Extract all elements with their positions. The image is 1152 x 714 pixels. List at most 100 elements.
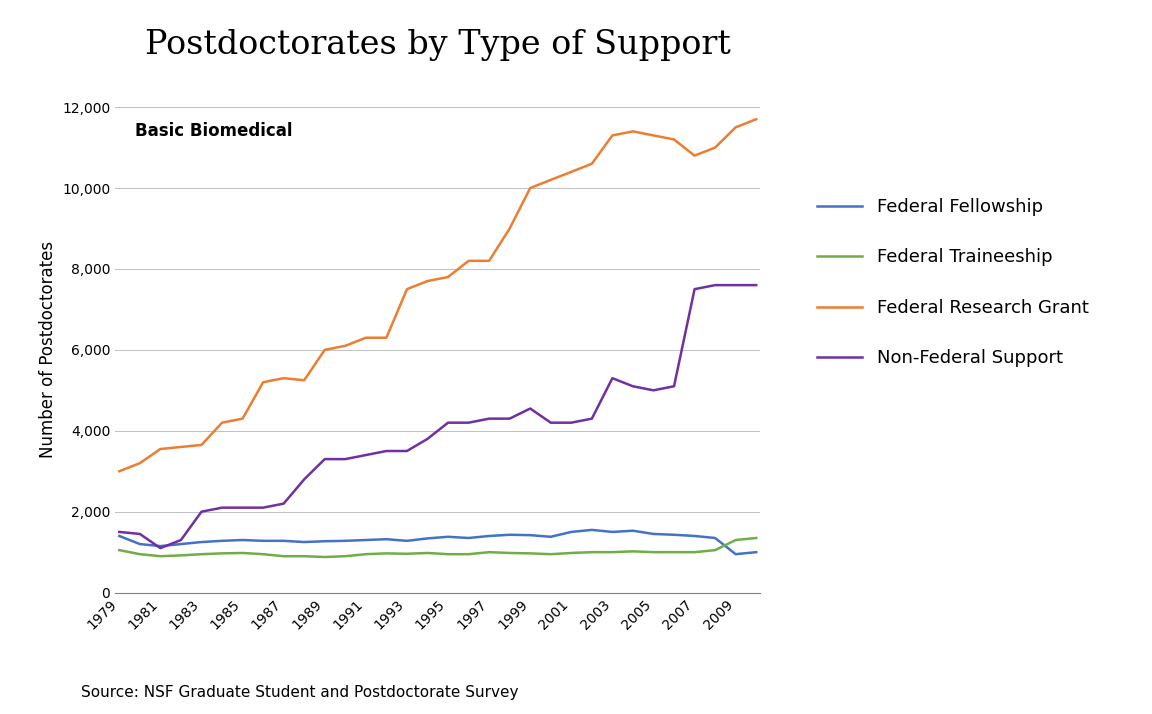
Federal Research Grant xyxy=(174,443,188,451)
Federal Traineeship xyxy=(379,549,393,558)
Federal Fellowship xyxy=(113,532,127,540)
Non-Federal Support xyxy=(564,418,578,427)
Federal Fellowship xyxy=(688,532,702,540)
Non-Federal Support xyxy=(132,530,146,538)
Non-Federal Support xyxy=(729,281,743,289)
Non-Federal Support xyxy=(379,447,393,456)
Federal Research Grant xyxy=(400,285,414,293)
Federal Traineeship xyxy=(462,550,476,558)
Federal Traineeship xyxy=(297,552,311,560)
Non-Federal Support xyxy=(626,382,639,391)
Federal Traineeship xyxy=(276,552,290,560)
Federal Fellowship xyxy=(462,533,476,543)
Non-Federal Support xyxy=(708,281,722,289)
Non-Federal Support xyxy=(420,435,434,443)
Federal Fellowship xyxy=(749,548,763,556)
Federal Traineeship xyxy=(174,551,188,560)
Federal Fellowship xyxy=(523,531,537,540)
Federal Research Grant xyxy=(153,445,167,453)
Federal Research Grant xyxy=(606,131,620,140)
Federal Traineeship xyxy=(113,545,127,554)
Non-Federal Support xyxy=(195,508,209,516)
Legend: Federal Fellowship, Federal Traineeship, Federal Research Grant, Non-Federal Sup: Federal Fellowship, Federal Traineeship,… xyxy=(808,189,1098,376)
Federal Fellowship xyxy=(606,528,620,536)
Non-Federal Support xyxy=(215,503,229,512)
Federal Traineeship xyxy=(544,550,558,558)
Federal Traineeship xyxy=(667,548,681,556)
Non-Federal Support xyxy=(276,499,290,508)
Federal Research Grant xyxy=(585,159,599,168)
Non-Federal Support xyxy=(153,544,167,553)
Federal Research Grant xyxy=(236,414,250,423)
Non-Federal Support xyxy=(400,447,414,456)
Federal Fellowship xyxy=(708,533,722,543)
Federal Fellowship xyxy=(215,536,229,545)
Federal Research Grant xyxy=(646,131,660,140)
Federal Research Grant xyxy=(318,346,332,354)
Non-Federal Support xyxy=(646,386,660,395)
Federal Traineeship xyxy=(729,536,743,544)
Federal Fellowship xyxy=(502,531,516,539)
Federal Fellowship xyxy=(153,542,167,550)
Federal Research Grant xyxy=(297,376,311,384)
Federal Fellowship xyxy=(256,536,270,545)
Non-Federal Support xyxy=(667,382,681,391)
Federal Research Grant xyxy=(215,418,229,427)
Federal Research Grant xyxy=(132,459,146,468)
Federal Research Grant xyxy=(502,224,516,233)
Federal Research Grant xyxy=(483,256,497,265)
Non-Federal Support xyxy=(483,414,497,423)
Federal Traineeship xyxy=(523,549,537,558)
Federal Traineeship xyxy=(626,547,639,555)
Federal Research Grant xyxy=(708,144,722,152)
Non-Federal Support xyxy=(688,285,702,293)
Federal Fellowship xyxy=(585,526,599,534)
Federal Research Grant xyxy=(564,168,578,176)
Line: Federal Research Grant: Federal Research Grant xyxy=(120,119,756,471)
Federal Research Grant xyxy=(544,176,558,184)
Non-Federal Support xyxy=(318,455,332,463)
Federal Fellowship xyxy=(379,535,393,543)
Federal Traineeship xyxy=(359,550,373,558)
Federal Traineeship xyxy=(483,548,497,556)
Non-Federal Support xyxy=(544,418,558,427)
Federal Research Grant xyxy=(359,333,373,342)
Federal Traineeship xyxy=(236,548,250,557)
Non-Federal Support xyxy=(749,281,763,289)
Non-Federal Support xyxy=(606,374,620,383)
Federal Research Grant xyxy=(749,115,763,124)
Non-Federal Support xyxy=(339,455,353,463)
Federal Fellowship xyxy=(132,540,146,548)
Federal Fellowship xyxy=(729,550,743,558)
Non-Federal Support xyxy=(462,418,476,427)
Federal Fellowship xyxy=(400,536,414,545)
Non-Federal Support xyxy=(523,404,537,413)
Federal Traineeship xyxy=(646,548,660,556)
Federal Fellowship xyxy=(339,536,353,545)
Federal Fellowship xyxy=(195,538,209,546)
Federal Traineeship xyxy=(606,548,620,556)
Federal Research Grant xyxy=(256,378,270,386)
Federal Research Grant xyxy=(688,151,702,160)
Text: Postdoctorates by Type of Support: Postdoctorates by Type of Support xyxy=(145,29,730,61)
Federal Fellowship xyxy=(667,531,681,539)
Federal Fellowship xyxy=(359,536,373,544)
Federal Traineeship xyxy=(585,548,599,556)
Non-Federal Support xyxy=(359,451,373,459)
Federal Traineeship xyxy=(318,553,332,561)
Federal Traineeship xyxy=(420,548,434,557)
Federal Research Grant xyxy=(420,277,434,286)
Line: Federal Traineeship: Federal Traineeship xyxy=(120,538,756,557)
Federal Fellowship xyxy=(626,526,639,535)
Federal Fellowship xyxy=(236,536,250,544)
Text: Source: NSF Graduate Student and Postdoctorate Survey: Source: NSF Graduate Student and Postdoc… xyxy=(81,685,518,700)
Federal Research Grant xyxy=(113,467,127,476)
Federal Traineeship xyxy=(502,548,516,557)
Federal Traineeship xyxy=(400,550,414,558)
Federal Traineeship xyxy=(153,552,167,560)
Non-Federal Support xyxy=(441,418,455,427)
Federal Traineeship xyxy=(441,550,455,558)
Non-Federal Support xyxy=(256,503,270,512)
Federal Research Grant xyxy=(379,333,393,342)
Federal Fellowship xyxy=(174,540,188,548)
